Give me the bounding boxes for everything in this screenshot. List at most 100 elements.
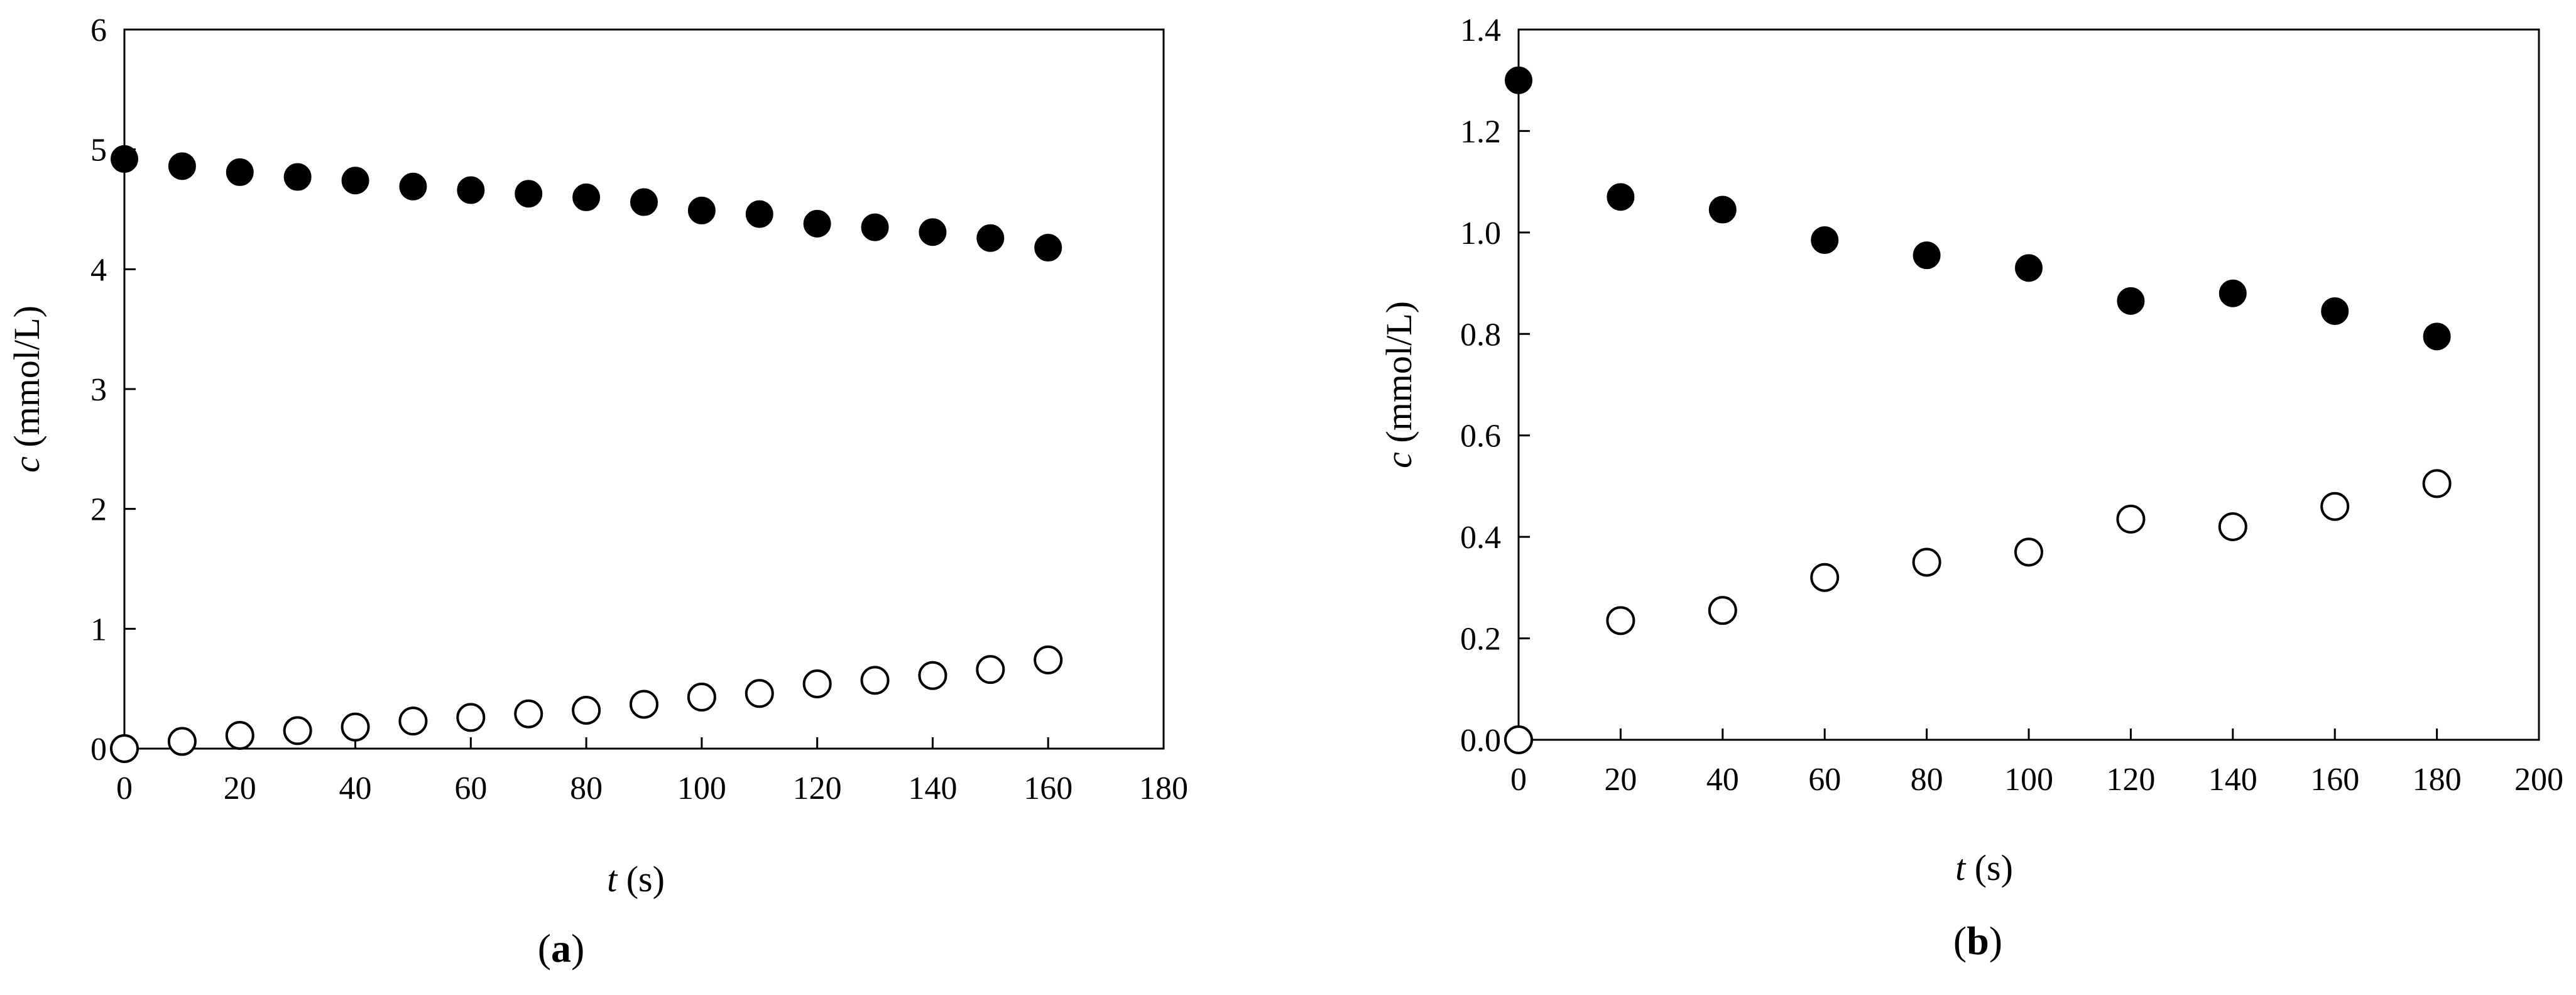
open-marker-a-2 bbox=[225, 721, 254, 750]
x-tick-label-a-5: 100 bbox=[677, 771, 726, 806]
open-marker-a-1 bbox=[167, 727, 197, 756]
chart-a: 0 20 40 60 80 100 120 140 160 180 0 1 2 3 4 5 6 t (s) c … bbox=[6, 13, 1188, 970]
chart-b: 0 20 40 60 80 100 120 140 160 180 200 0.0 0.2 0.4 0.6 0… bbox=[1378, 13, 2563, 963]
ticks-a: 0 20 40 60 80 100 120 140 160 180 0 1 2 3 4 5 6 bbox=[90, 13, 1188, 806]
open-marker-a-10 bbox=[687, 683, 716, 712]
open-marker-b-8 bbox=[2320, 492, 2350, 521]
filled-marker-b-6 bbox=[2117, 287, 2145, 315]
x-tick-label-b-0: 0 bbox=[1510, 762, 1527, 798]
open-marker-a-16 bbox=[1034, 645, 1063, 674]
filled-marker-b-9 bbox=[2423, 322, 2451, 351]
filled-marker-a-15 bbox=[976, 224, 1005, 252]
plot-area-a bbox=[123, 28, 1165, 750]
open-marker-a-14 bbox=[918, 661, 947, 690]
filled-marker-b-8 bbox=[2321, 297, 2349, 325]
filled-marker-a-13 bbox=[861, 213, 889, 241]
panel-label-a: (a) bbox=[538, 926, 585, 970]
markers-a bbox=[110, 145, 1063, 763]
filled-marker-a-5 bbox=[399, 172, 427, 201]
y-tick-label-a-1: 1 bbox=[90, 612, 107, 647]
open-marker-a-6 bbox=[456, 703, 486, 732]
open-marker-b-3 bbox=[1810, 563, 1840, 592]
open-marker-b-4 bbox=[1912, 547, 1941, 577]
x-tick-label-b-2: 40 bbox=[1706, 762, 1739, 798]
y-tick-label-a-4: 4 bbox=[90, 252, 107, 288]
x-axis-label-a: t (s) bbox=[607, 859, 665, 899]
x-tick-label-b-8: 160 bbox=[2310, 762, 2359, 798]
filled-marker-b-2 bbox=[1708, 195, 1737, 224]
y-tick-label-b-4: 0.8 bbox=[1460, 317, 1501, 353]
x-tick-label-b-4: 80 bbox=[1911, 762, 1943, 798]
filled-marker-a-14 bbox=[919, 218, 947, 246]
open-marker-a-0 bbox=[110, 734, 139, 763]
x-axis-label-b: t (s) bbox=[1955, 847, 2013, 888]
y-tick-label-b-0: 0.0 bbox=[1460, 723, 1501, 759]
x-tick-label-b-3: 60 bbox=[1808, 762, 1841, 798]
filled-marker-b-1 bbox=[1607, 183, 1635, 211]
open-marker-a-4 bbox=[341, 712, 370, 742]
x-tick-label-a-0: 0 bbox=[116, 771, 133, 806]
open-marker-b-1 bbox=[1606, 606, 1635, 635]
x-tick-label-a-9: 180 bbox=[1139, 771, 1188, 806]
x-tick-label-b-10: 200 bbox=[2514, 762, 2563, 798]
open-marker-a-15 bbox=[976, 655, 1005, 684]
y-tick-label-a-3: 3 bbox=[90, 372, 107, 408]
filled-marker-a-0 bbox=[111, 145, 138, 173]
filled-marker-a-8 bbox=[572, 183, 601, 211]
y-tick-label-a-5: 5 bbox=[90, 133, 107, 168]
filled-marker-a-4 bbox=[341, 167, 369, 195]
open-marker-a-12 bbox=[802, 669, 832, 699]
x-tick-label-b-1: 20 bbox=[1604, 762, 1637, 798]
y-axis-label-a: c (mmol/L) bbox=[6, 305, 47, 473]
x-tick-label-a-3: 60 bbox=[454, 771, 487, 806]
filled-marker-a-9 bbox=[630, 188, 658, 216]
x-tick-label-b-7: 140 bbox=[2208, 762, 2257, 798]
filled-marker-a-1 bbox=[168, 152, 196, 180]
filled-marker-b-4 bbox=[1913, 241, 1941, 270]
filled-marker-b-7 bbox=[2219, 279, 2247, 307]
open-marker-a-7 bbox=[514, 699, 543, 728]
open-marker-b-5 bbox=[2014, 537, 2043, 567]
filled-marker-b-0 bbox=[1505, 66, 1532, 94]
filled-marker-a-12 bbox=[803, 209, 831, 238]
filled-marker-a-3 bbox=[283, 163, 312, 191]
filled-marker-a-11 bbox=[745, 200, 773, 228]
ticks-b: 0 20 40 60 80 100 120 140 160 180 200 0.0 0.2 0.4 0.6 0… bbox=[1460, 13, 2563, 798]
open-marker-b-7 bbox=[2218, 512, 2247, 541]
filled-marker-a-10 bbox=[687, 196, 716, 224]
x-tick-label-a-2: 40 bbox=[339, 771, 372, 806]
x-tick-label-a-4: 80 bbox=[570, 771, 603, 806]
x-tick-label-b-5: 100 bbox=[2004, 762, 2053, 798]
filled-marker-b-5 bbox=[2015, 254, 2043, 282]
y-tick-label-b-7: 1.4 bbox=[1460, 13, 1501, 48]
panel-label-b: (b) bbox=[1953, 918, 2002, 963]
filled-marker-a-2 bbox=[226, 158, 254, 186]
filled-marker-b-3 bbox=[1811, 226, 1839, 254]
open-marker-b-6 bbox=[2116, 504, 2146, 534]
open-marker-a-9 bbox=[630, 690, 658, 719]
open-marker-a-11 bbox=[745, 679, 774, 708]
y-tick-label-b-1: 0.2 bbox=[1460, 622, 1501, 657]
open-marker-a-8 bbox=[572, 695, 601, 725]
filled-marker-a-16 bbox=[1034, 234, 1062, 262]
markers-b bbox=[1504, 66, 2452, 754]
y-tick-label-b-3: 0.6 bbox=[1460, 419, 1501, 454]
filled-marker-a-7 bbox=[515, 180, 543, 208]
y-tick-label-a-2: 2 bbox=[90, 492, 107, 528]
open-marker-a-3 bbox=[283, 716, 312, 745]
y-axis-label-b: c (mmol/L) bbox=[1378, 301, 1419, 468]
filled-marker-a-6 bbox=[457, 176, 485, 204]
open-marker-b-9 bbox=[2422, 469, 2452, 498]
open-marker-b-0 bbox=[1504, 725, 1533, 754]
x-tick-label-a-6: 120 bbox=[793, 771, 842, 806]
open-marker-a-5 bbox=[398, 706, 428, 736]
x-tick-label-a-7: 140 bbox=[908, 771, 957, 806]
y-tick-label-b-6: 1.2 bbox=[1460, 114, 1501, 150]
open-marker-b-2 bbox=[1708, 596, 1737, 625]
x-tick-label-b-6: 120 bbox=[2106, 762, 2155, 798]
plot-area-b bbox=[1517, 28, 2540, 741]
open-marker-a-13 bbox=[860, 666, 890, 695]
y-tick-label-b-5: 1.0 bbox=[1460, 216, 1501, 251]
y-tick-label-a-0: 0 bbox=[90, 732, 107, 767]
